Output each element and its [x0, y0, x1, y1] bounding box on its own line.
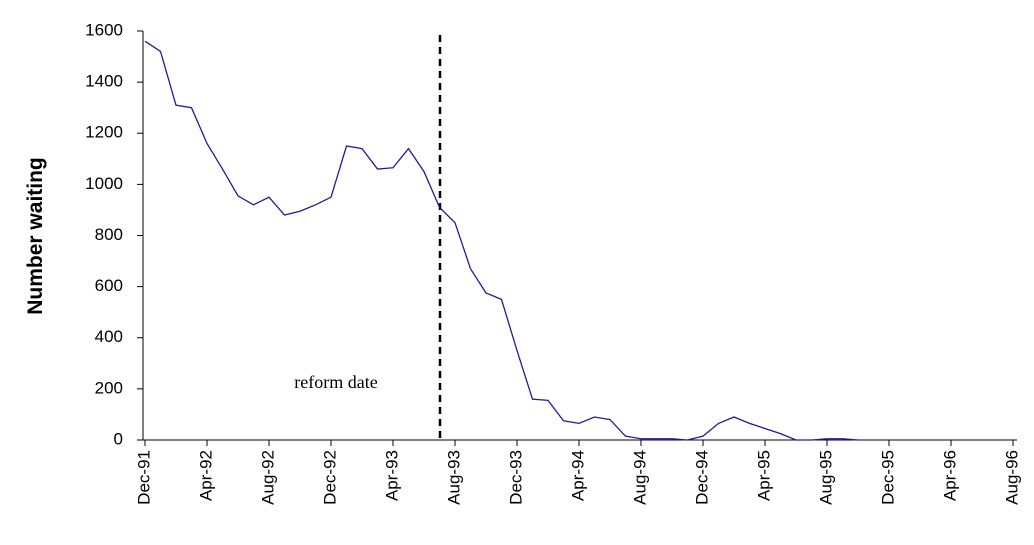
x-tick-label: Apr-92 [196, 450, 215, 501]
x-tick-label: Aug-92 [258, 450, 277, 505]
y-tick-label: 1400 [85, 72, 123, 91]
x-tick-label: Dec-93 [506, 450, 525, 505]
annotation: reform date [294, 372, 377, 392]
y-tick-label: 1600 [85, 20, 123, 39]
x-tick-label: Apr-94 [568, 450, 587, 501]
y-tick-label: 0 [114, 429, 123, 448]
y-tick-label: 1200 [85, 123, 123, 142]
x-tick-label: Apr-93 [382, 450, 401, 501]
y-tick-label: 600 [95, 276, 123, 295]
y-tick-label: 400 [95, 327, 123, 346]
y-tick-label: 1000 [85, 174, 123, 193]
x-tick-label: Aug-93 [444, 450, 463, 505]
data-line [144, 40, 859, 441]
x-tick-label: Aug-94 [630, 450, 649, 505]
x-tick-label: Dec-91 [134, 450, 153, 505]
y-tick-label: 200 [95, 378, 123, 397]
x-tick-label: Aug-95 [816, 450, 835, 505]
x-tick-label: Dec-92 [320, 450, 339, 505]
y-axis-label: Number waiting [24, 157, 47, 315]
x-tick-label: Aug-96 [1002, 450, 1021, 505]
y-tick-label: 800 [95, 225, 123, 244]
x-tick-label: Dec-94 [692, 450, 711, 505]
x-tick-label: Dec-95 [878, 450, 897, 505]
x-tick-label: Apr-95 [754, 450, 773, 501]
x-tick-label: Apr-96 [940, 450, 959, 501]
